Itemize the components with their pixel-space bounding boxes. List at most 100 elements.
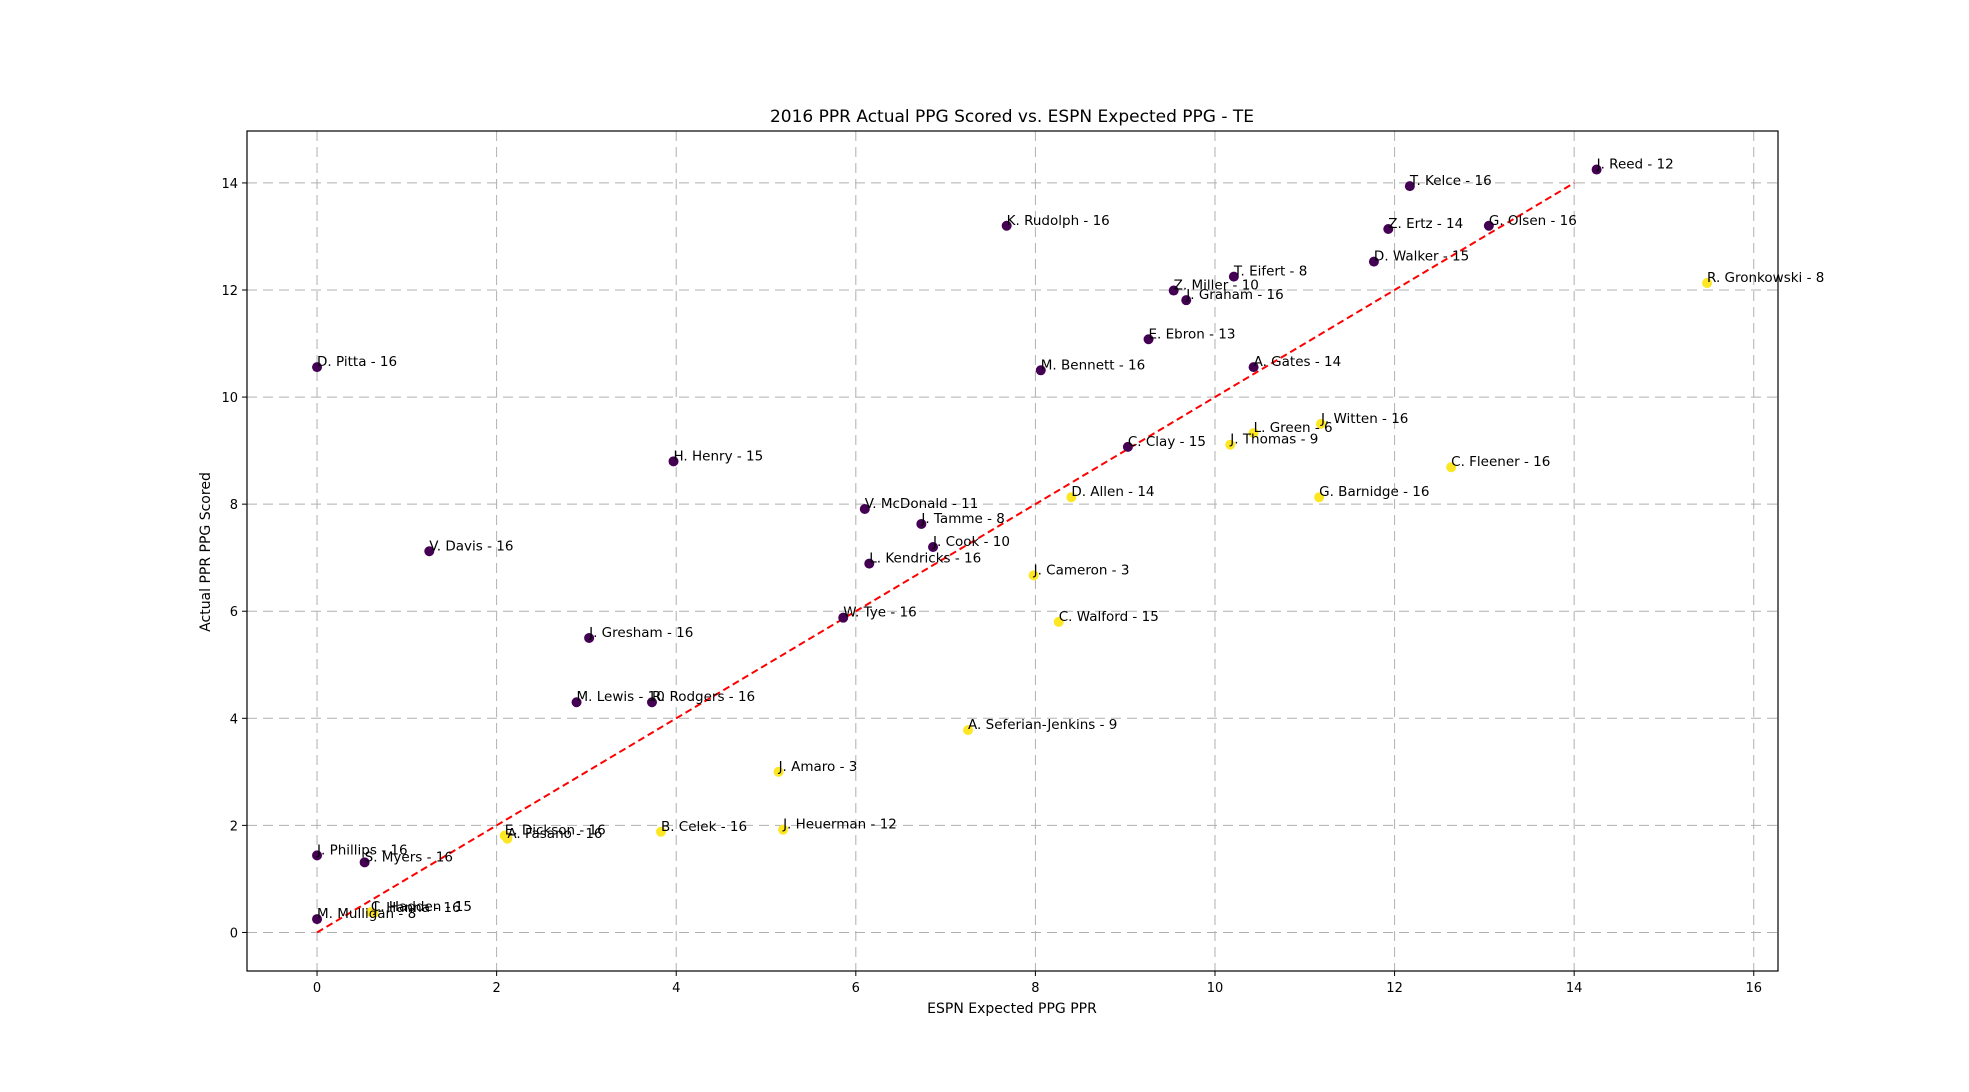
data-point — [655, 826, 666, 837]
y-tick-label: 0 — [230, 926, 238, 941]
data-point-label: A. Gates - 14 — [1254, 354, 1342, 370]
data-point-label: J. Heuerman - 12 — [782, 817, 897, 833]
data-point-label: C. Walford - 15 — [1059, 609, 1159, 625]
y-tick-label: 8 — [230, 498, 238, 513]
data-point-label: K. Rudolph - 16 — [1007, 213, 1110, 229]
axis-ticks: 0 2 4 6 8 10 12 14 16 0 2 4 6 8 10 12 14 — [221, 177, 1762, 996]
data-point — [1315, 418, 1326, 429]
x-tick-label: 16 — [1745, 981, 1762, 996]
data-point-label: M. Lewis - 10 — [577, 689, 665, 705]
data-point — [864, 558, 875, 569]
x-tick-label: 12 — [1386, 981, 1403, 996]
data-points — [312, 164, 1713, 934]
data-point — [584, 632, 595, 643]
data-point-label: C. Clay - 15 — [1128, 434, 1206, 450]
data-point-label: E. Ebron - 13 — [1149, 326, 1236, 342]
data-point — [1122, 441, 1133, 452]
data-point-label: A. Seferian-Jenkins - 9 — [968, 717, 1117, 733]
reference-line — [316, 182, 1575, 934]
data-point — [1446, 462, 1457, 473]
data-point — [1248, 427, 1259, 438]
y-tick-label: 10 — [221, 391, 238, 406]
data-point-label: J. Cameron - 3 — [1033, 562, 1130, 578]
data-point — [1702, 278, 1713, 289]
data-point — [773, 766, 784, 777]
data-point-label: L. Green - 6 — [1254, 420, 1333, 436]
y-axis-label: Actual PPR PPG Scored — [198, 472, 214, 632]
x-tick-label: 8 — [1031, 981, 1039, 996]
data-point — [1314, 492, 1325, 503]
data-point-label: G. Barnidge - 16 — [1319, 484, 1429, 500]
data-point-label: J. Cook - 10 — [932, 534, 1010, 550]
data-point — [1001, 220, 1012, 231]
data-point — [1225, 439, 1236, 450]
data-point — [312, 362, 323, 373]
y-tick-label: 14 — [221, 177, 238, 192]
data-point-label: Z. Miller - 10 — [1174, 278, 1259, 294]
data-point — [1591, 164, 1602, 175]
data-point — [1143, 334, 1154, 345]
data-point-label: L. Kendricks - 16 — [869, 551, 981, 567]
data-point — [571, 697, 582, 708]
data-point-label: Z. Ertz - 14 — [1388, 216, 1463, 232]
data-point-label: J. Gresham - 16 — [588, 625, 693, 641]
data-point-label: D. Walker - 15 — [1374, 249, 1469, 265]
data-point-label: R. Rodgers - 16 — [652, 689, 755, 705]
data-point — [668, 456, 679, 467]
data-point-label: T. Kelce - 16 — [1409, 173, 1492, 189]
data-point-label: T. Eifert - 8 — [1233, 264, 1307, 280]
y-tick-label: 6 — [230, 605, 238, 620]
data-point — [916, 518, 927, 529]
data-point — [312, 850, 323, 861]
chart-title: 2016 PPR Actual PPG Scored vs. ESPN Expe… — [770, 107, 1254, 127]
data-point — [928, 541, 939, 552]
data-point-label: J. Reed - 12 — [1596, 157, 1674, 173]
plot-frame — [246, 130, 1779, 972]
x-tick-label: 0 — [313, 981, 321, 996]
x-axis-label: ESPN Expected PPG PPR — [927, 1001, 1097, 1017]
data-point-label: R. Gronkowski - 8 — [1707, 270, 1824, 286]
data-point — [365, 907, 376, 918]
data-point-label: S. Myers - 16 — [365, 849, 453, 865]
data-point-label: J. Graham - 16 — [1185, 287, 1283, 303]
data-point-label: J. Witten - 16 — [1320, 411, 1408, 427]
data-point — [646, 697, 657, 708]
data-point — [838, 612, 849, 623]
data-point-label: C. Fleener - 16 — [1451, 454, 1550, 470]
data-point — [502, 833, 513, 844]
data-point-labels: J. Reed - 12 T. Kelce - 16 K. Rudolph - 16… — [316, 157, 1824, 923]
data-point-label: M. Mulligan - 8 — [317, 906, 416, 922]
data-point-label: J. Phillips - 16 — [316, 842, 408, 858]
data-point — [1066, 492, 1077, 503]
x-tick-label: 2 — [492, 981, 500, 996]
data-point-label: D. Pitta - 16 — [317, 354, 397, 370]
y-tick-label: 2 — [230, 819, 238, 834]
data-point-label: J. Amaro - 3 — [778, 759, 858, 775]
data-point-label: J. Tamme - 8 — [920, 511, 1005, 527]
data-point — [1168, 285, 1179, 296]
data-point — [1053, 616, 1064, 627]
y-tick-label: 12 — [221, 284, 238, 299]
data-point — [312, 914, 323, 925]
x-tick-label: 10 — [1207, 981, 1224, 996]
x-tick-label: 4 — [672, 981, 680, 996]
x-tick-label: 14 — [1566, 981, 1583, 996]
plot-border — [246, 130, 1779, 972]
data-point-label: J. Hanna - 16 — [373, 900, 461, 916]
data-point-label: W. Tye - 16 — [843, 605, 916, 621]
data-point — [778, 824, 789, 835]
data-point-label: G. Olsen - 16 — [1489, 213, 1577, 229]
data-point-label: V. Davis - 16 — [429, 538, 513, 554]
data-point — [1028, 570, 1039, 581]
data-point — [359, 857, 370, 868]
data-point-label: V. McDonald - 11 — [865, 496, 979, 512]
data-point — [1404, 181, 1415, 192]
data-point — [1368, 256, 1379, 267]
data-point-label: C. Hadden - 15 — [371, 899, 472, 915]
data-point-label: J. Thomas - 9 — [1229, 432, 1318, 448]
y-tick-label: 4 — [230, 712, 238, 727]
data-point — [1228, 271, 1239, 282]
data-point-label: A. Fasano - 16 — [507, 826, 602, 842]
